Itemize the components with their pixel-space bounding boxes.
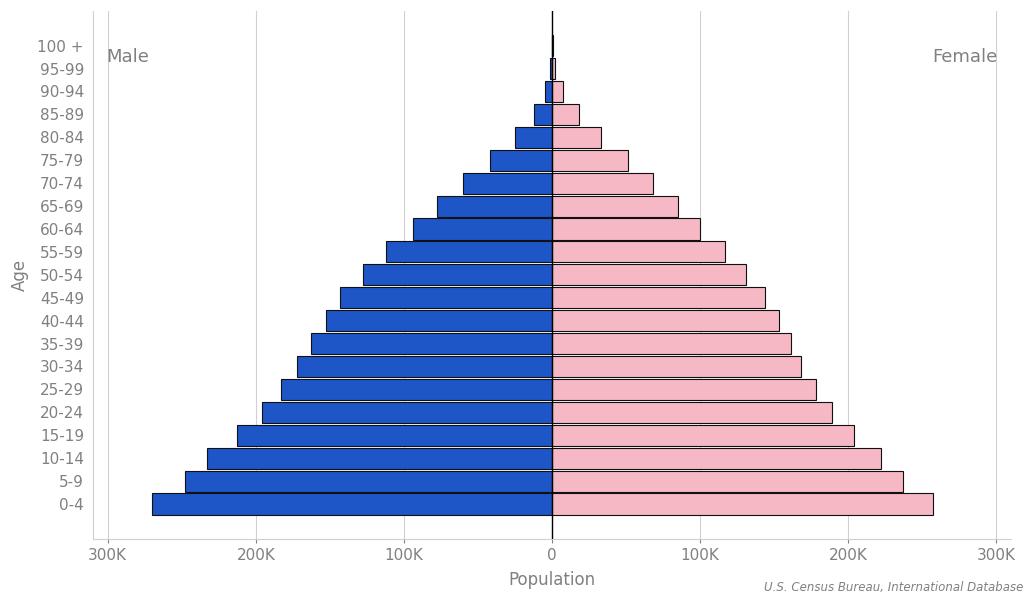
Bar [297,356,553,377]
Bar [553,264,746,286]
Bar [551,58,553,79]
Bar [553,173,652,194]
Bar [436,196,553,217]
Bar [553,218,700,239]
X-axis label: Population: Population [508,571,596,589]
Bar [545,81,553,102]
Bar [413,218,553,239]
Bar [516,127,553,148]
Bar [386,241,553,262]
Bar [553,81,563,102]
Bar [553,149,628,171]
Bar [553,356,801,377]
Bar [152,493,553,515]
Bar [463,173,553,194]
Bar [553,127,601,148]
Bar [553,402,832,423]
Bar [553,448,881,469]
Text: Female: Female [932,48,997,66]
Bar [553,379,816,400]
Bar [553,241,725,262]
Bar [185,470,553,491]
Bar [553,58,556,79]
Bar [553,333,790,354]
Bar [534,104,553,125]
Bar [553,196,678,217]
Bar [490,149,553,171]
Text: U.S. Census Bureau, International Database: U.S. Census Bureau, International Databa… [765,581,1024,594]
Bar [553,493,932,515]
Bar [325,310,553,331]
Bar [207,448,553,469]
Bar [553,310,779,331]
Bar [237,425,553,446]
Bar [311,333,553,354]
Text: Male: Male [107,48,149,66]
Bar [281,379,553,400]
Bar [553,287,766,308]
Bar [553,425,854,446]
Bar [553,104,578,125]
Y-axis label: Age: Age [11,259,29,291]
Bar [362,264,553,286]
Bar [261,402,553,423]
Bar [341,287,553,308]
Bar [553,470,903,491]
